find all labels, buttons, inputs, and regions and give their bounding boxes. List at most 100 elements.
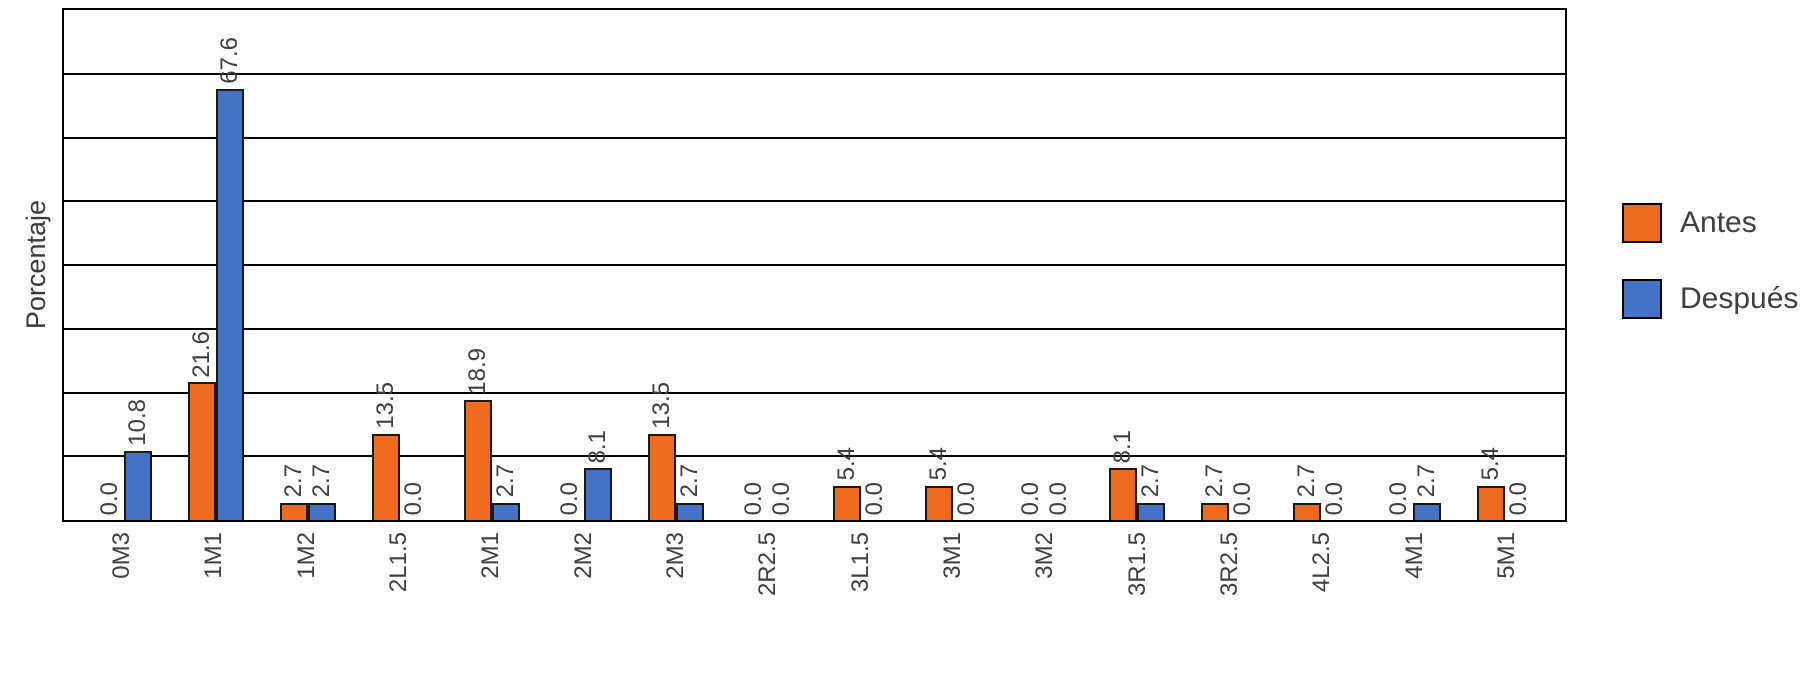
bar-group: 5.4 0.0 xyxy=(1459,10,1551,520)
x-tick-label: 1M2 xyxy=(292,532,320,579)
bar-group: 0.0 10.8 xyxy=(78,10,170,520)
bar-value-label: 67.6 xyxy=(216,37,244,85)
bar-group: 0.0 2.7 xyxy=(1367,10,1459,520)
bar-cell: 8.1 xyxy=(1108,10,1137,520)
bar-group: 21.6 67.6 xyxy=(170,10,262,520)
bar-cell: 5.4 xyxy=(1476,10,1505,520)
bar-cell: 0.0 xyxy=(768,10,796,520)
x-tick-label: 3L1.5 xyxy=(846,532,874,593)
legend-item-antes: Antes xyxy=(1622,203,1800,243)
bar-cell: 0.0 xyxy=(1017,10,1045,520)
y-axis-title: Porcentaje xyxy=(20,200,51,330)
x-tick: 2M3 xyxy=(630,532,722,682)
bar-value-label: 2.7 xyxy=(280,464,308,498)
bar-group: 2.7 0.0 xyxy=(1275,10,1367,520)
x-tick: 3R2.5 xyxy=(1184,532,1276,682)
bar-despues xyxy=(308,502,337,520)
bar-value-label: 13.5 xyxy=(648,382,676,429)
bar-cell: 0.0 xyxy=(556,10,584,520)
bar-group: 13.5 0.0 xyxy=(354,10,446,520)
bar-antes xyxy=(188,382,217,520)
bar-cell: 2.7 xyxy=(280,10,309,520)
bar-value-label: 2.7 xyxy=(492,464,520,498)
bar-antes xyxy=(648,433,677,520)
bar-antes xyxy=(372,433,401,520)
gridline xyxy=(64,327,1565,330)
legend: Antes Después xyxy=(1567,8,1800,693)
bar-antes xyxy=(832,485,861,520)
bar-cell: 13.5 xyxy=(372,10,401,520)
bar-cell: 2.7 xyxy=(1200,10,1229,520)
x-axis-labels: 0M3 1M1 1M2 2L1.5 2M1 2M2 2M3 2R2.5 3L1.5 3M1 3M2 3… xyxy=(62,532,1567,682)
x-tick: 3M2 xyxy=(999,532,1091,682)
bar-cell: 0.0 xyxy=(1321,10,1349,520)
bar-antes xyxy=(1200,502,1229,520)
bar-antes xyxy=(1476,485,1505,520)
bar-despues xyxy=(492,502,521,520)
gridline xyxy=(64,264,1565,266)
bar-cell: 18.9 xyxy=(464,10,493,520)
bar-value-label: 5.4 xyxy=(924,447,952,481)
bar-value-label: 8.1 xyxy=(584,430,612,464)
bar-group: 2.7 2.7 xyxy=(262,10,354,520)
bar-cell: 0.0 xyxy=(861,10,889,520)
bar-group: 13.5 2.7 xyxy=(630,10,722,520)
bar-cell: 2.7 xyxy=(1292,10,1321,520)
bar-cell: 10.8 xyxy=(124,10,153,520)
bar-cell: 2.7 xyxy=(1412,10,1441,520)
bar-cell: 2.7 xyxy=(676,10,705,520)
x-tick-label: 2M3 xyxy=(662,532,690,579)
bar-value-label: 0.0 xyxy=(1044,481,1072,515)
x-tick: 4M1 xyxy=(1368,532,1460,682)
legend-label-antes: Antes xyxy=(1680,206,1757,239)
bar-value-label: 0.0 xyxy=(96,481,124,515)
x-tick-label: 0M3 xyxy=(108,532,136,579)
x-tick: 3M1 xyxy=(907,532,999,682)
x-tick: 0M3 xyxy=(76,532,168,682)
bar-group: 5.4 0.0 xyxy=(815,10,907,520)
bar-cell: 0.0 xyxy=(953,10,981,520)
x-tick-label: 4M1 xyxy=(1400,532,1428,579)
bar-value-label: 13.5 xyxy=(372,382,400,429)
x-tick: 2M1 xyxy=(445,532,537,682)
bar-value-label: 0.0 xyxy=(952,481,980,515)
bar-value-label: 21.6 xyxy=(188,330,216,378)
bar-group: 8.1 2.7 xyxy=(1091,10,1183,520)
x-tick: 1M1 xyxy=(168,532,260,682)
gridline xyxy=(64,455,1565,458)
bar-group: 2.7 0.0 xyxy=(1183,10,1275,520)
legend-swatch-despues xyxy=(1622,279,1662,319)
bar-value-label: 2.7 xyxy=(1292,464,1320,498)
bar-despues xyxy=(216,89,245,520)
bar-antes xyxy=(280,502,309,520)
bar-group: 0.0 0.0 xyxy=(722,10,814,520)
x-tick: 1M2 xyxy=(261,532,353,682)
x-tick-label: 3R1.5 xyxy=(1123,532,1151,597)
bar-cell: 0.0 xyxy=(400,10,428,520)
x-tick: 2M2 xyxy=(538,532,630,682)
bar-value-label: 8.1 xyxy=(1108,430,1136,464)
bars-layer: 0.0 10.8 21.6 67.6 2.7 2.7 13.5 0.0 18.9 2.7 0.0 8.… xyxy=(64,10,1565,520)
legend-swatch-antes xyxy=(1622,203,1662,243)
bar-cell: 67.6 xyxy=(216,10,245,520)
bar-group: 18.9 2.7 xyxy=(446,10,538,520)
bar-value-label: 18.9 xyxy=(464,347,492,395)
x-tick: 3L1.5 xyxy=(815,532,907,682)
bar-cell: 0.0 xyxy=(740,10,768,520)
gridline xyxy=(64,391,1565,394)
x-tick-label: 1M1 xyxy=(200,532,228,579)
x-tick: 2L1.5 xyxy=(353,532,445,682)
bar-cell: 5.4 xyxy=(924,10,953,520)
bar-value-label: 2.7 xyxy=(1412,464,1440,498)
bar-value-label: 5.4 xyxy=(1476,447,1504,481)
bar-value-label: 10.8 xyxy=(124,399,152,447)
bar-cell: 2.7 xyxy=(308,10,337,520)
x-tick-label: 2R2.5 xyxy=(754,532,782,597)
bar-antes xyxy=(1292,502,1321,520)
bar-despues xyxy=(1412,502,1441,520)
x-tick-label: 2L1.5 xyxy=(385,532,413,593)
bar-value-label: 0.0 xyxy=(1504,481,1532,515)
y-axis: Porcentaje xyxy=(10,8,62,522)
x-tick-label: 3M2 xyxy=(1031,532,1059,579)
bar-despues xyxy=(584,468,613,520)
